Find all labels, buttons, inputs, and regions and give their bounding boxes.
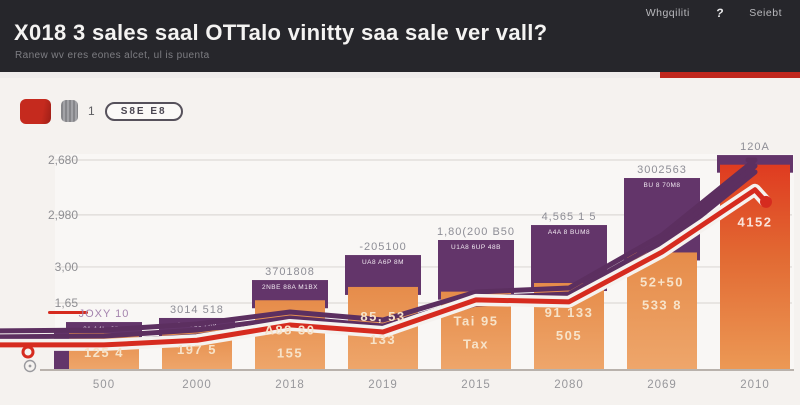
- svg-text:U1A8 6UP 48B: U1A8 6UP 48B: [451, 244, 501, 251]
- header-divider: [0, 72, 800, 78]
- svg-text:2,680: 2,680: [48, 153, 78, 167]
- svg-text:A88 30: A88 30: [265, 322, 316, 337]
- app-header: X018 3 sales saal OTTalo vinitty saa sal…: [0, 0, 800, 72]
- header-menu: Whgqiliti ? Seiebt: [646, 6, 782, 20]
- legend-pill-button[interactable]: S8E E8: [104, 101, 183, 121]
- svg-text:BU 8 70M8: BU 8 70M8: [643, 182, 680, 189]
- svg-text:4152: 4152: [738, 215, 773, 230]
- svg-text:197 5: 197 5: [177, 342, 217, 357]
- menu-item-select[interactable]: Seiebt: [749, 7, 782, 19]
- svg-text:2080: 2080: [554, 379, 584, 391]
- svg-text:155: 155: [277, 345, 303, 360]
- svg-text:91 133: 91 133: [545, 305, 594, 320]
- svg-text:A4A 8 BUM8: A4A 8 BUM8: [548, 229, 590, 236]
- chart-legend: 1 S8E E8: [20, 97, 183, 125]
- help-icon[interactable]: ?: [714, 6, 725, 20]
- svg-text:505: 505: [556, 328, 582, 343]
- svg-text:2018: 2018: [275, 379, 305, 391]
- svg-text:Tax: Tax: [463, 337, 489, 352]
- svg-text:125 4: 125 4: [84, 345, 124, 360]
- svg-text:Tai 95: Tai 95: [454, 314, 499, 329]
- svg-text:4,565 1 5: 4,565 1 5: [542, 211, 597, 223]
- svg-text:3,00: 3,00: [55, 260, 79, 274]
- svg-text:UA8 A6P 8M: UA8 A6P 8M: [362, 259, 404, 266]
- svg-text:2010: 2010: [740, 379, 770, 391]
- svg-text:85, 53: 85, 53: [360, 309, 405, 324]
- svg-text:2019: 2019: [368, 379, 398, 391]
- svg-text:-205100: -205100: [359, 241, 406, 253]
- svg-text:2NBE 88A M1BX: 2NBE 88A M1BX: [262, 284, 318, 291]
- svg-text:133: 133: [370, 332, 396, 347]
- page-subtitle: Ranew wv eres eones alcet, ul is puenta: [15, 50, 210, 61]
- svg-text:2000: 2000: [182, 379, 212, 391]
- svg-text:500: 500: [93, 379, 115, 391]
- svg-text:3002563: 3002563: [637, 164, 687, 176]
- chart-area: 2,680 2,980 3,00 1,65 31 A4L .35M 8 EU10 L69 2…: [0, 128, 800, 400]
- divider-red-accent: [660, 72, 800, 78]
- svg-text:52+50: 52+50: [640, 274, 684, 289]
- svg-text:3014 518: 3014 518: [170, 304, 224, 316]
- svg-text:2069: 2069: [647, 379, 677, 391]
- svg-text:120A: 120A: [740, 141, 770, 153]
- legend-count: 1: [88, 104, 95, 118]
- svg-text:1,65: 1,65: [55, 296, 79, 310]
- svg-text:2,980: 2,980: [48, 208, 78, 222]
- page-title: X018 3 sales saal OTTalo vinitty saa sal…: [14, 20, 548, 45]
- svg-text:JOXY 10: JOXY 10: [79, 308, 130, 320]
- menu-item-weighting[interactable]: Whgqiliti: [645, 7, 690, 19]
- legend-red-swatch[interactable]: [20, 98, 51, 124]
- legend-gray-swatch[interactable]: [61, 100, 78, 122]
- svg-text:533 8: 533 8: [642, 297, 682, 312]
- svg-text:1,80(200 B50: 1,80(200 B50: [437, 226, 515, 238]
- svg-text:3701808: 3701808: [265, 266, 315, 278]
- svg-text:2015: 2015: [461, 379, 491, 391]
